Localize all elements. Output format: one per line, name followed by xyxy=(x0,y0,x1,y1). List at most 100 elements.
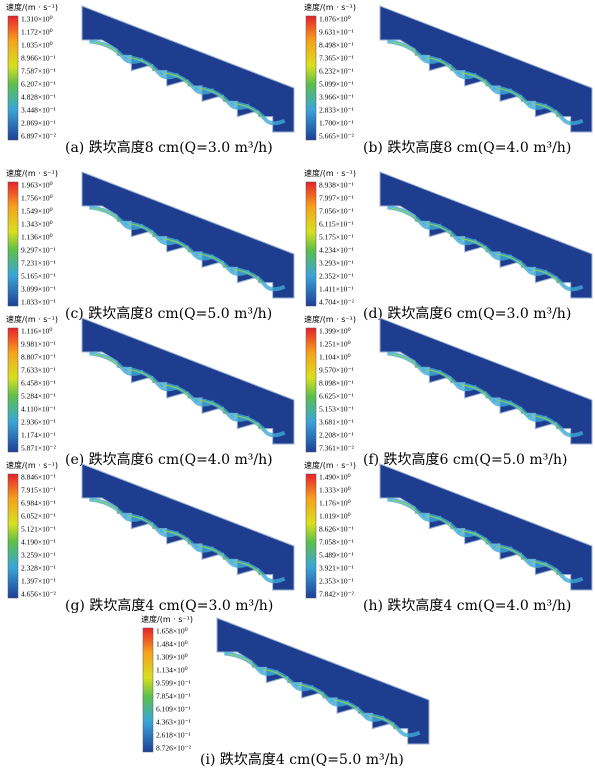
legend-label: 8.846×10⁻¹ xyxy=(21,473,56,482)
legend-label: 1.176×10⁰ xyxy=(319,499,351,508)
legend-label: 4.110×10⁻¹ xyxy=(21,405,56,414)
colorbar xyxy=(306,182,316,306)
legend-label: 5.099×10⁻¹ xyxy=(319,80,354,89)
legend-label: 1.310×10⁰ xyxy=(21,15,53,24)
legend-label: 5.165×10⁻¹ xyxy=(21,272,56,281)
legend-label: 1.411×10⁻¹ xyxy=(319,285,354,294)
legend-label: 1.174×10⁻¹ xyxy=(21,431,56,440)
legend-label: 5.665×10⁻² xyxy=(319,132,355,141)
flow-domain xyxy=(217,618,429,744)
legend-label: 7.633×10⁻¹ xyxy=(21,366,56,375)
panel: 速度/(m · s⁻¹)1.076×10⁰9.631×10⁻¹8.498×10⁻… xyxy=(304,2,592,156)
figure: 速度/(m · s⁻¹) 1.310×10⁰ 1.172×10⁰ 1.035×10⁰ 8… xyxy=(0,0,595,772)
legend-label: 3.681×10⁻¹ xyxy=(319,418,354,427)
panel: 速度/(m · s⁻¹)1.658×10⁰1.484×10⁰1.309×10⁰1… xyxy=(141,614,429,768)
legend-label: 1.019×10⁰ xyxy=(319,512,351,521)
panel: 速度/(m · s⁻¹)1.963×10⁰1.756×10⁰1.549×10⁰1… xyxy=(6,168,294,322)
legend-label: 1.343×10⁰ xyxy=(21,220,53,229)
legend-label: 3.293×10⁻¹ xyxy=(319,259,354,268)
legend-label: 4.828×10⁻¹ xyxy=(21,93,56,102)
legend-label: 6.115×10⁻¹ xyxy=(319,220,354,229)
legend-label: 9.599×10⁻¹ xyxy=(156,679,191,688)
legend-label: 6.109×10⁻¹ xyxy=(156,705,191,714)
legend-label: 4.190×10⁻¹ xyxy=(21,538,56,547)
legend-title: 速度/(m · s⁻¹) xyxy=(304,2,356,12)
panel: 速度/(m · s⁻¹)1.116×10⁰9.981×10⁻¹8.807×10⁻… xyxy=(6,314,294,468)
legend-title: 速度/(m · s⁻¹) xyxy=(6,2,58,12)
panel: 速度/(m · s⁻¹)1.490×10⁰1.333×10⁰1.176×10⁰1… xyxy=(304,460,592,614)
legend-label: 2.328×10⁻¹ xyxy=(21,564,56,573)
colorbar xyxy=(8,16,18,140)
legend-label: 7.361×10⁻² xyxy=(319,444,355,453)
legend-label: 7.842×10⁻² xyxy=(319,590,355,599)
legend-label: 5.284×10⁻¹ xyxy=(21,392,56,401)
legend-label: 9.570×10⁻¹ xyxy=(319,366,354,375)
flow-domain xyxy=(82,6,294,132)
legend-label: 8.626×10⁻¹ xyxy=(319,525,354,534)
legend-label: 2.069×10⁻¹ xyxy=(21,119,56,128)
legend-label: 2.833×10⁻¹ xyxy=(319,106,354,115)
legend-label: 6.052×10⁻¹ xyxy=(21,512,56,521)
colorbar xyxy=(306,328,316,452)
legend-label: 1.033×10⁻¹ xyxy=(21,298,56,307)
legend-label: 7.231×10⁻¹ xyxy=(21,259,56,268)
legend-label: 7.997×10⁻¹ xyxy=(319,194,354,203)
legend-label: 3.448×10⁻¹ xyxy=(21,106,56,115)
flow-domain xyxy=(82,172,294,298)
legend-label: 1.309×10⁰ xyxy=(156,653,188,662)
legend-label: 9.297×10⁻¹ xyxy=(21,246,56,255)
legend-label: 5.153×10⁻¹ xyxy=(319,405,354,414)
caption: (c) 跌坎高度8 cm(Q=5.0 m³/h) xyxy=(65,305,272,322)
legend-label: 5.489×10⁻¹ xyxy=(319,551,354,560)
colorbar xyxy=(143,628,153,752)
legend-label: 2.618×10⁻¹ xyxy=(156,731,191,740)
legend-label: 8.966×10⁻¹ xyxy=(21,54,56,63)
colorbar xyxy=(8,474,18,598)
legend-label: 2.353×10⁻¹ xyxy=(319,577,354,586)
legend-title: 速度/(m · s⁻¹) xyxy=(304,460,356,470)
legend-label: 3.966×10⁻¹ xyxy=(319,93,354,102)
legend-label: 1.399×10⁰ xyxy=(319,327,351,336)
legend-label: 7.587×10⁻¹ xyxy=(21,67,56,76)
legend-title: 速度/(m · s⁻¹) xyxy=(6,168,58,178)
legend-label: 8.726×10⁻² xyxy=(156,744,192,753)
panel: 速度/(m · s⁻¹)8.938×10⁻¹7.997×10⁻¹7.056×10… xyxy=(304,168,592,322)
legend-label: 1.035×10⁰ xyxy=(21,41,53,50)
legend-label: 6.897×10⁻² xyxy=(21,132,57,141)
legend-label: 4.234×10⁻¹ xyxy=(319,246,354,255)
caption: (h) 跌坎高度4 cm(Q=4.0 m³/h) xyxy=(363,597,571,614)
caption: (e) 跌坎高度6 cm(Q=4.0 m³/h) xyxy=(65,451,273,468)
panel: 速度/(m · s⁻¹)1.399×10⁰1.251×10⁰1.104×10⁰9… xyxy=(304,314,592,468)
legend-label: 6.458×10⁻¹ xyxy=(21,379,56,388)
legend-label: 9.981×10⁻¹ xyxy=(21,340,56,349)
legend-title: 速度/(m · s⁻¹) xyxy=(6,314,58,324)
legend-label: 2.208×10⁻¹ xyxy=(319,431,354,440)
legend-label: 1.136×10⁰ xyxy=(21,233,53,242)
panel: 速度/(m · s⁻¹)8.846×10⁻¹7.915×10⁻¹6.984×10… xyxy=(6,460,294,614)
legend-label: 1.484×10⁰ xyxy=(156,640,188,649)
legend-label: 5.175×10⁻¹ xyxy=(319,233,354,242)
caption: (g) 跌坎高度4 cm(Q=3.0 m³/h) xyxy=(65,597,273,614)
legend-label: 6.232×10⁻¹ xyxy=(319,67,354,76)
legend-label: 1.333×10⁰ xyxy=(319,486,351,495)
flow-domain xyxy=(82,318,294,444)
panel: 速度/(m · s⁻¹) 1.310×10⁰ 1.172×10⁰ 1.035×10⁰ 8… xyxy=(6,2,294,156)
legend-label: 7.854×10⁻¹ xyxy=(156,692,191,701)
legend-label: 1.134×10⁰ xyxy=(156,666,188,675)
flow-domain xyxy=(380,318,592,444)
legend-label: 2.936×10⁻¹ xyxy=(21,418,56,427)
legend-label: 1.172×10⁰ xyxy=(21,28,53,37)
legend-label: 1.076×10⁰ xyxy=(319,15,351,24)
flow-domain xyxy=(82,464,294,590)
legend-label: 1.700×10⁻¹ xyxy=(319,119,354,128)
legend-label: 3.259×10⁻¹ xyxy=(21,551,56,560)
caption: (d) 跌坎高度6 cm(Q=3.0 m³/h) xyxy=(363,305,571,322)
legend-label: 4.656×10⁻² xyxy=(21,590,57,599)
legend-title: 速度/(m · s⁻¹) xyxy=(141,614,193,624)
legend-title: 速度/(m · s⁻¹) xyxy=(304,314,356,324)
colorbar xyxy=(8,182,18,306)
colorbar xyxy=(306,474,316,598)
legend-label: 9.631×10⁻¹ xyxy=(319,28,354,37)
legend-title: 速度/(m · s⁻¹) xyxy=(6,460,58,470)
legend-label: 1.756×10⁰ xyxy=(21,194,53,203)
